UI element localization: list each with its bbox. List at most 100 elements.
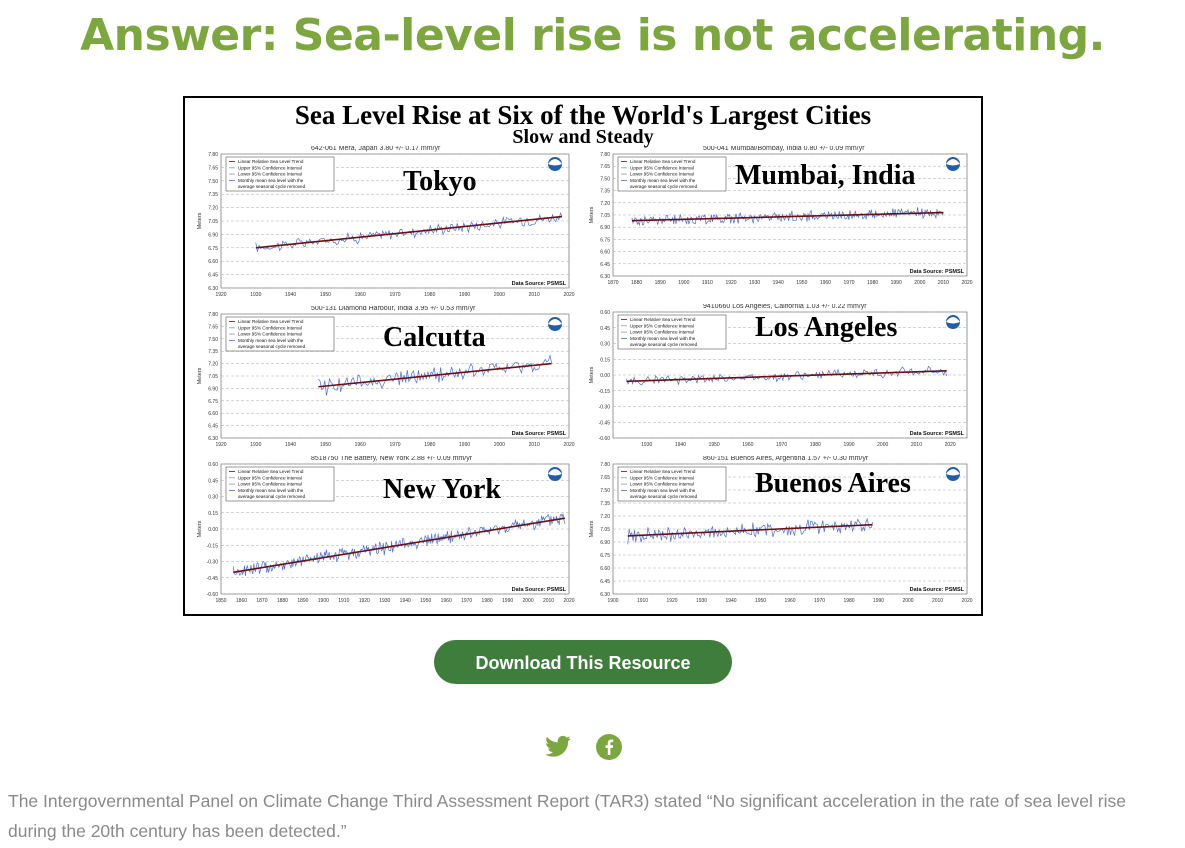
station-label: 500-041 Mumbai/Bombay, India 0.80 +/- 0.… bbox=[703, 146, 865, 152]
legend-entry: average seasonal cycle removed bbox=[238, 494, 306, 499]
linear-trend-line bbox=[233, 517, 566, 574]
x-tick-label: 1930 bbox=[749, 280, 760, 286]
figure-subtitle: Slow and Steady bbox=[512, 126, 654, 148]
legend-entry: Monthly mean sea level with the bbox=[238, 488, 304, 493]
x-tick-label: 1990 bbox=[459, 292, 470, 298]
facebook-icon bbox=[596, 734, 622, 760]
y-tick-label: 7.20 bbox=[208, 206, 218, 212]
data-source-label: Data Source: PSMSL bbox=[512, 281, 567, 287]
y-tick-label: 7.50 bbox=[208, 179, 218, 185]
legend-entry: Linear Relative Sea Level Trend bbox=[630, 159, 696, 164]
x-tick-label: 1990 bbox=[459, 442, 470, 448]
y-tick-label: 7.05 bbox=[208, 374, 218, 380]
linear-trend-line bbox=[626, 370, 947, 383]
download-resource-button[interactable]: Download This Resource bbox=[434, 640, 732, 684]
legend-entry: average seasonal cycle removed bbox=[238, 344, 306, 349]
x-tick-label: 2010 bbox=[932, 598, 943, 604]
y-tick-label: -0.15 bbox=[207, 543, 219, 549]
panel-los-angeles: 0.60 0.45 0.30 0.15 0.00 -0.15 -0.30 -0.45 -0.60… bbox=[585, 304, 975, 456]
y-tick-label: -0.30 bbox=[599, 405, 611, 411]
x-tick-label: 1940 bbox=[285, 292, 296, 298]
x-tick-label: 1980 bbox=[843, 598, 854, 604]
station-label: 8518750 The Battery, New York 2.88 +/- 0… bbox=[311, 456, 473, 462]
y-tick-label: -0.60 bbox=[207, 592, 219, 598]
legend-entry: Linear Relative Sea Level Trend bbox=[630, 469, 696, 474]
sea-level-chart: 0.60 0.45 0.30 0.15 0.00 -0.15 -0.30 -0.45 -0.60… bbox=[589, 310, 968, 448]
x-tick-label: 1880 bbox=[277, 598, 288, 604]
legend-entry: Upper 95% Confidence Interval bbox=[238, 475, 302, 480]
y-tick-label: 0.00 bbox=[208, 527, 218, 533]
legend-entry: Monthly mean sea level with the bbox=[238, 338, 304, 343]
y-tick-label: 6.75 bbox=[600, 237, 610, 243]
y-tick-label: 0.60 bbox=[208, 462, 218, 468]
y-tick-label: -0.15 bbox=[599, 389, 611, 395]
y-tick-label: 6.90 bbox=[600, 225, 610, 231]
legend-entry: Linear Relative Sea Level Trend bbox=[630, 317, 696, 322]
legend-entry: Monthly mean sea level with the bbox=[630, 488, 696, 493]
x-tick-label: 1940 bbox=[400, 598, 411, 604]
sea-level-figure: Sea Level Rise at Six of the World's Lar… bbox=[183, 96, 983, 616]
station-label: 9410660 Los Angeles, California 1.03 +/-… bbox=[703, 304, 867, 310]
y-tick-label: 6.60 bbox=[600, 250, 610, 256]
x-tick-label: 2000 bbox=[494, 442, 505, 448]
legend-entry: Upper 95% Confidence Interval bbox=[238, 165, 302, 170]
y-tick-label: 6.30 bbox=[208, 436, 218, 442]
linear-trend-line bbox=[627, 523, 873, 537]
facebook-share-link[interactable] bbox=[595, 733, 623, 761]
y-tick-label: 7.50 bbox=[208, 337, 218, 343]
x-tick-label: 1910 bbox=[702, 280, 713, 286]
legend-entry: Lower 95% Confidence Interval bbox=[238, 482, 302, 487]
x-tick-label: 1930 bbox=[250, 292, 261, 298]
x-tick-label: 1970 bbox=[843, 280, 854, 286]
y-tick-label: 7.50 bbox=[600, 176, 610, 182]
x-tick-label: 1930 bbox=[379, 598, 390, 604]
legend-entry: Linear Relative Sea Level Trend bbox=[238, 469, 304, 474]
y-tick-label: 6.30 bbox=[600, 274, 610, 280]
data-source-label: Data Source: PSMSL bbox=[512, 431, 567, 437]
y-tick-label: 6.60 bbox=[208, 411, 218, 417]
x-tick-label: 2000 bbox=[522, 598, 533, 604]
panel-buenos-aires: 7.80 7.65 7.50 7.35 7.20 7.05 6.90 6.75 6.60 6.45… bbox=[585, 456, 975, 612]
y-tick-label: 6.30 bbox=[208, 286, 218, 292]
y-axis-label: Meters bbox=[589, 206, 595, 223]
y-tick-label: 6.90 bbox=[600, 540, 610, 546]
x-tick-label: 1990 bbox=[873, 598, 884, 604]
city-label: Mumbai, India bbox=[735, 160, 916, 191]
x-tick-label: 1920 bbox=[666, 598, 677, 604]
x-tick-label: 1970 bbox=[389, 442, 400, 448]
x-tick-label: 2010 bbox=[543, 598, 554, 604]
x-tick-label: 1960 bbox=[441, 598, 452, 604]
x-tick-label: 1980 bbox=[482, 598, 493, 604]
y-tick-label: 7.35 bbox=[208, 192, 218, 198]
x-tick-label: 2010 bbox=[938, 280, 949, 286]
linear-trend-line bbox=[318, 362, 552, 388]
y-tick-label: 6.90 bbox=[208, 386, 218, 392]
x-tick-label: 1870 bbox=[607, 280, 618, 286]
legend-entry: Upper 95% Confidence Interval bbox=[630, 323, 694, 328]
x-tick-label: 1950 bbox=[709, 442, 720, 448]
sea-level-chart: 7.80 7.65 7.50 7.35 7.20 7.05 6.90 6.75 6.60 6.45… bbox=[197, 312, 575, 448]
sea-level-chart: 7.80 7.65 7.50 7.35 7.20 7.05 6.90 6.75 6.60 6.45… bbox=[589, 152, 973, 286]
twitter-share-link[interactable] bbox=[544, 733, 572, 761]
x-tick-label: 2020 bbox=[563, 598, 574, 604]
data-source-label: Data Source: PSMSL bbox=[512, 587, 567, 593]
x-tick-label: 2000 bbox=[494, 292, 505, 298]
city-label: Los Angeles bbox=[755, 312, 898, 343]
legend-entry: Lower 95% Confidence Interval bbox=[630, 482, 694, 487]
y-tick-label: 7.35 bbox=[600, 501, 610, 507]
x-tick-label: 1940 bbox=[675, 442, 686, 448]
y-tick-label: 7.65 bbox=[208, 165, 218, 171]
x-tick-label: 1940 bbox=[285, 442, 296, 448]
monthly-sea-level-series bbox=[318, 354, 552, 396]
y-tick-label: 0.30 bbox=[208, 495, 218, 501]
x-tick-label: 1940 bbox=[773, 280, 784, 286]
x-tick-label: 1950 bbox=[420, 598, 431, 604]
y-tick-label: 7.05 bbox=[600, 527, 610, 533]
y-tick-label: 0.15 bbox=[600, 357, 610, 363]
x-tick-label: 1970 bbox=[814, 598, 825, 604]
